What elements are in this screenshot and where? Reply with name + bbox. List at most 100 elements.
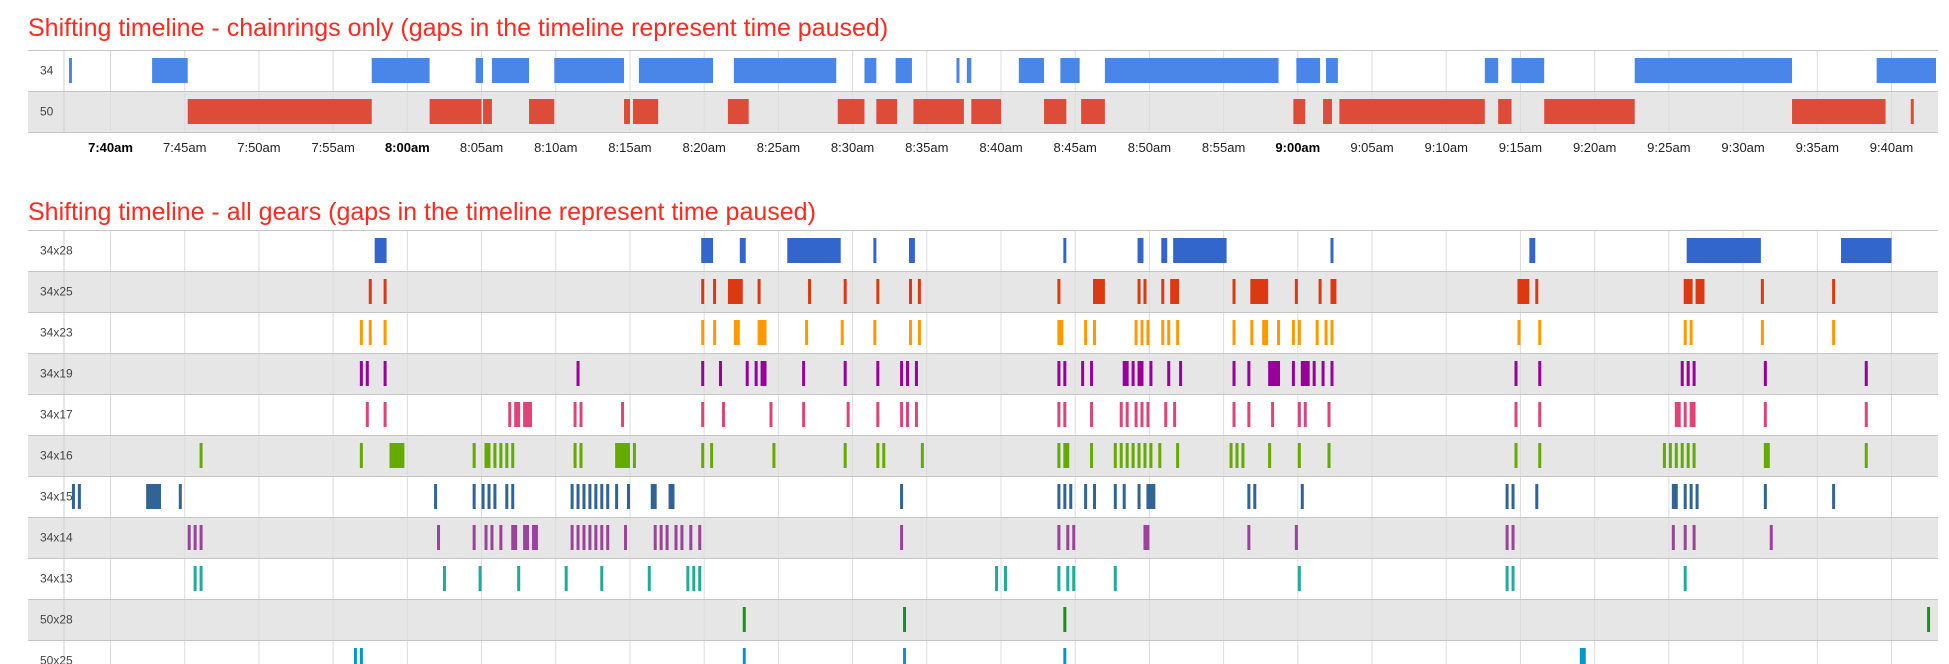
segment-34x23	[733, 320, 740, 345]
segment-34x16	[484, 443, 491, 468]
segment-34x14	[1769, 525, 1773, 550]
segment-34x16	[1158, 443, 1162, 468]
segment-34x25	[1683, 279, 1693, 304]
segment-34x16	[499, 443, 503, 468]
segment-34x16	[920, 443, 924, 468]
tick-label: 9:35am	[1796, 140, 1839, 155]
segment-34x14	[499, 525, 503, 550]
tick-label: 9:30am	[1721, 140, 1764, 155]
segment-50	[1544, 99, 1635, 124]
segment-34x14	[582, 525, 586, 550]
segment-34x16	[1686, 443, 1690, 468]
segment-34x15	[77, 484, 81, 509]
segment-34x17	[1134, 402, 1138, 427]
segment-34x14	[199, 525, 203, 550]
segment-34x15	[576, 484, 580, 509]
segment-34x16	[505, 443, 509, 468]
tick-label: 8:40am	[979, 140, 1022, 155]
segment-34x25	[368, 279, 372, 304]
tick-label: 8:15am	[608, 140, 651, 155]
segment-34x28	[374, 238, 387, 263]
segment-34x23	[805, 320, 809, 345]
segment-34x16	[1662, 443, 1666, 468]
segment-34x15	[627, 484, 630, 509]
segment-34x17	[1538, 402, 1542, 427]
segment-34x23	[1324, 320, 1328, 345]
segment-34x15	[1146, 484, 1156, 509]
segment-34x25	[1057, 279, 1061, 304]
row-background	[28, 558, 1938, 599]
segment-34x25	[1294, 279, 1298, 304]
segment-34x23	[1167, 320, 1171, 345]
segment-34x14	[588, 525, 592, 550]
segment-34x17	[846, 402, 850, 427]
row-label: 34	[40, 64, 54, 78]
segment-34x25	[701, 279, 705, 304]
row-background	[28, 640, 1938, 664]
segment-50	[1339, 99, 1485, 124]
segment-34x15	[472, 484, 476, 509]
segment-50	[876, 99, 898, 124]
segment-34x17	[721, 402, 725, 427]
segment-34x15	[71, 484, 75, 509]
segment-34x16	[1131, 443, 1135, 468]
tick-label: 7:50am	[237, 140, 280, 155]
segment-34x19	[1686, 361, 1690, 386]
segment-34x25	[917, 279, 921, 304]
segment-34x25	[1517, 279, 1530, 304]
segment-34x25	[383, 279, 387, 304]
segment-34x14	[472, 525, 476, 550]
segment-34x15	[1084, 484, 1088, 509]
segment-34x28	[908, 238, 915, 263]
segment-34x19	[802, 361, 806, 386]
segment-50x25	[353, 648, 357, 664]
segment-34x23	[1140, 320, 1144, 345]
segment-34x23	[1093, 320, 1097, 345]
segment-34x25	[1535, 279, 1539, 304]
segment-34x19	[576, 361, 580, 386]
segment-34x15	[487, 484, 491, 509]
tick-label: 9:15am	[1499, 140, 1542, 155]
segment-50	[1081, 99, 1105, 124]
tick-label: 8:10am	[534, 140, 577, 155]
tick-label: 9:00am	[1275, 140, 1320, 155]
segment-34x16	[1119, 443, 1123, 468]
segment-34x15	[493, 484, 497, 509]
segment-34x15	[1511, 484, 1515, 509]
row-background	[28, 435, 1938, 476]
segment-34x15	[615, 484, 619, 509]
segment-50	[1044, 99, 1067, 124]
segment-34x16	[1090, 443, 1094, 468]
segment-34x16	[1241, 443, 1245, 468]
segment-34x16	[1514, 443, 1518, 468]
segment-34x17	[1303, 402, 1307, 427]
segment-34	[1326, 58, 1338, 83]
segment-50	[1792, 99, 1886, 124]
segment-34	[1296, 58, 1321, 83]
segment-34x13	[1003, 566, 1007, 591]
segment-34x17	[621, 402, 625, 427]
segment-34x25	[1137, 279, 1141, 304]
row-background	[28, 230, 1938, 271]
tick-label: 9:05am	[1350, 140, 1393, 155]
segment-34x16	[1113, 443, 1117, 468]
segment-34x23	[1760, 320, 1764, 345]
segment-34x28	[873, 238, 877, 263]
segment-34x28	[1841, 238, 1892, 263]
segment-34x16	[1327, 443, 1331, 468]
segment-34x16	[710, 443, 714, 468]
segment-34x15	[1505, 484, 1509, 509]
segment-34x17	[1689, 402, 1696, 427]
segment-34x28	[787, 238, 841, 263]
segment-34x19	[1864, 361, 1868, 386]
segment-34x17	[1864, 402, 1868, 427]
segment-34x15	[1671, 484, 1678, 509]
segment-34x15	[1137, 484, 1141, 509]
segment-34x19	[1692, 361, 1696, 386]
segment-34x16	[615, 443, 630, 468]
segment-34x16	[579, 443, 583, 468]
segment-34x23	[1134, 320, 1138, 345]
segment-34x13	[995, 566, 999, 591]
segment-34x23	[1262, 320, 1269, 345]
segment-34x14	[1505, 525, 1509, 550]
